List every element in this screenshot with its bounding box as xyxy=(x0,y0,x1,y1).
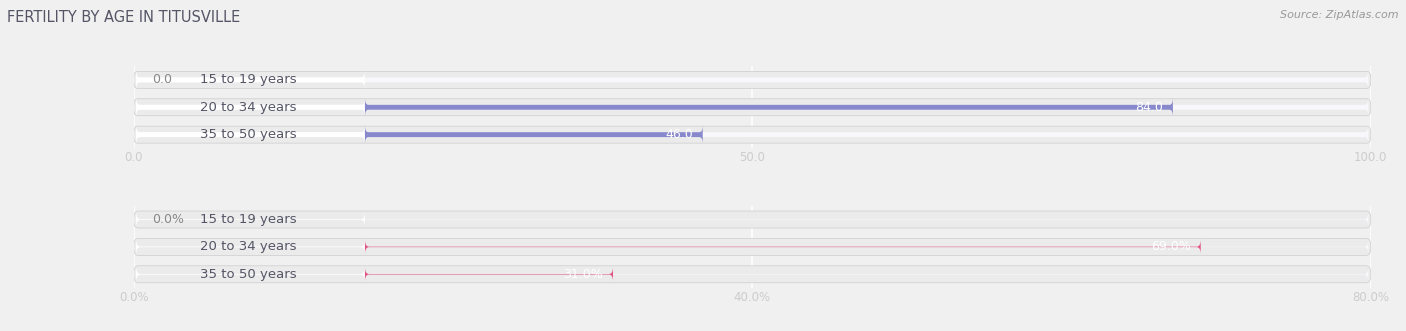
FancyBboxPatch shape xyxy=(136,97,1368,118)
FancyBboxPatch shape xyxy=(136,239,1368,255)
FancyBboxPatch shape xyxy=(136,125,366,145)
Text: 20 to 34 years: 20 to 34 years xyxy=(200,101,297,114)
FancyBboxPatch shape xyxy=(136,266,1368,282)
FancyBboxPatch shape xyxy=(134,126,1371,143)
FancyBboxPatch shape xyxy=(136,124,1368,145)
Text: 46.0: 46.0 xyxy=(665,128,693,141)
FancyBboxPatch shape xyxy=(366,240,1201,254)
Text: 15 to 19 years: 15 to 19 years xyxy=(200,213,297,226)
FancyBboxPatch shape xyxy=(136,212,1368,227)
FancyBboxPatch shape xyxy=(134,71,1371,88)
FancyBboxPatch shape xyxy=(136,212,366,227)
Text: 15 to 19 years: 15 to 19 years xyxy=(200,73,297,86)
FancyBboxPatch shape xyxy=(136,70,366,90)
Text: 35 to 50 years: 35 to 50 years xyxy=(200,128,297,141)
FancyBboxPatch shape xyxy=(136,239,366,255)
Text: Source: ZipAtlas.com: Source: ZipAtlas.com xyxy=(1281,10,1399,20)
FancyBboxPatch shape xyxy=(136,97,366,117)
FancyBboxPatch shape xyxy=(134,99,1371,116)
Text: 20 to 34 years: 20 to 34 years xyxy=(200,240,297,254)
FancyBboxPatch shape xyxy=(366,125,703,144)
FancyBboxPatch shape xyxy=(134,211,1371,228)
Text: 84.0: 84.0 xyxy=(1135,101,1163,114)
Text: 31.0%: 31.0% xyxy=(564,268,603,281)
Text: FERTILITY BY AGE IN TITUSVILLE: FERTILITY BY AGE IN TITUSVILLE xyxy=(7,10,240,25)
Text: 35 to 50 years: 35 to 50 years xyxy=(200,268,297,281)
FancyBboxPatch shape xyxy=(134,238,1371,256)
Text: 0.0: 0.0 xyxy=(152,73,172,86)
FancyBboxPatch shape xyxy=(134,266,1371,283)
FancyBboxPatch shape xyxy=(366,98,1173,117)
Text: 69.0%: 69.0% xyxy=(1152,240,1191,254)
FancyBboxPatch shape xyxy=(136,70,1368,90)
Text: 0.0%: 0.0% xyxy=(152,213,184,226)
FancyBboxPatch shape xyxy=(136,266,366,282)
FancyBboxPatch shape xyxy=(366,267,613,282)
